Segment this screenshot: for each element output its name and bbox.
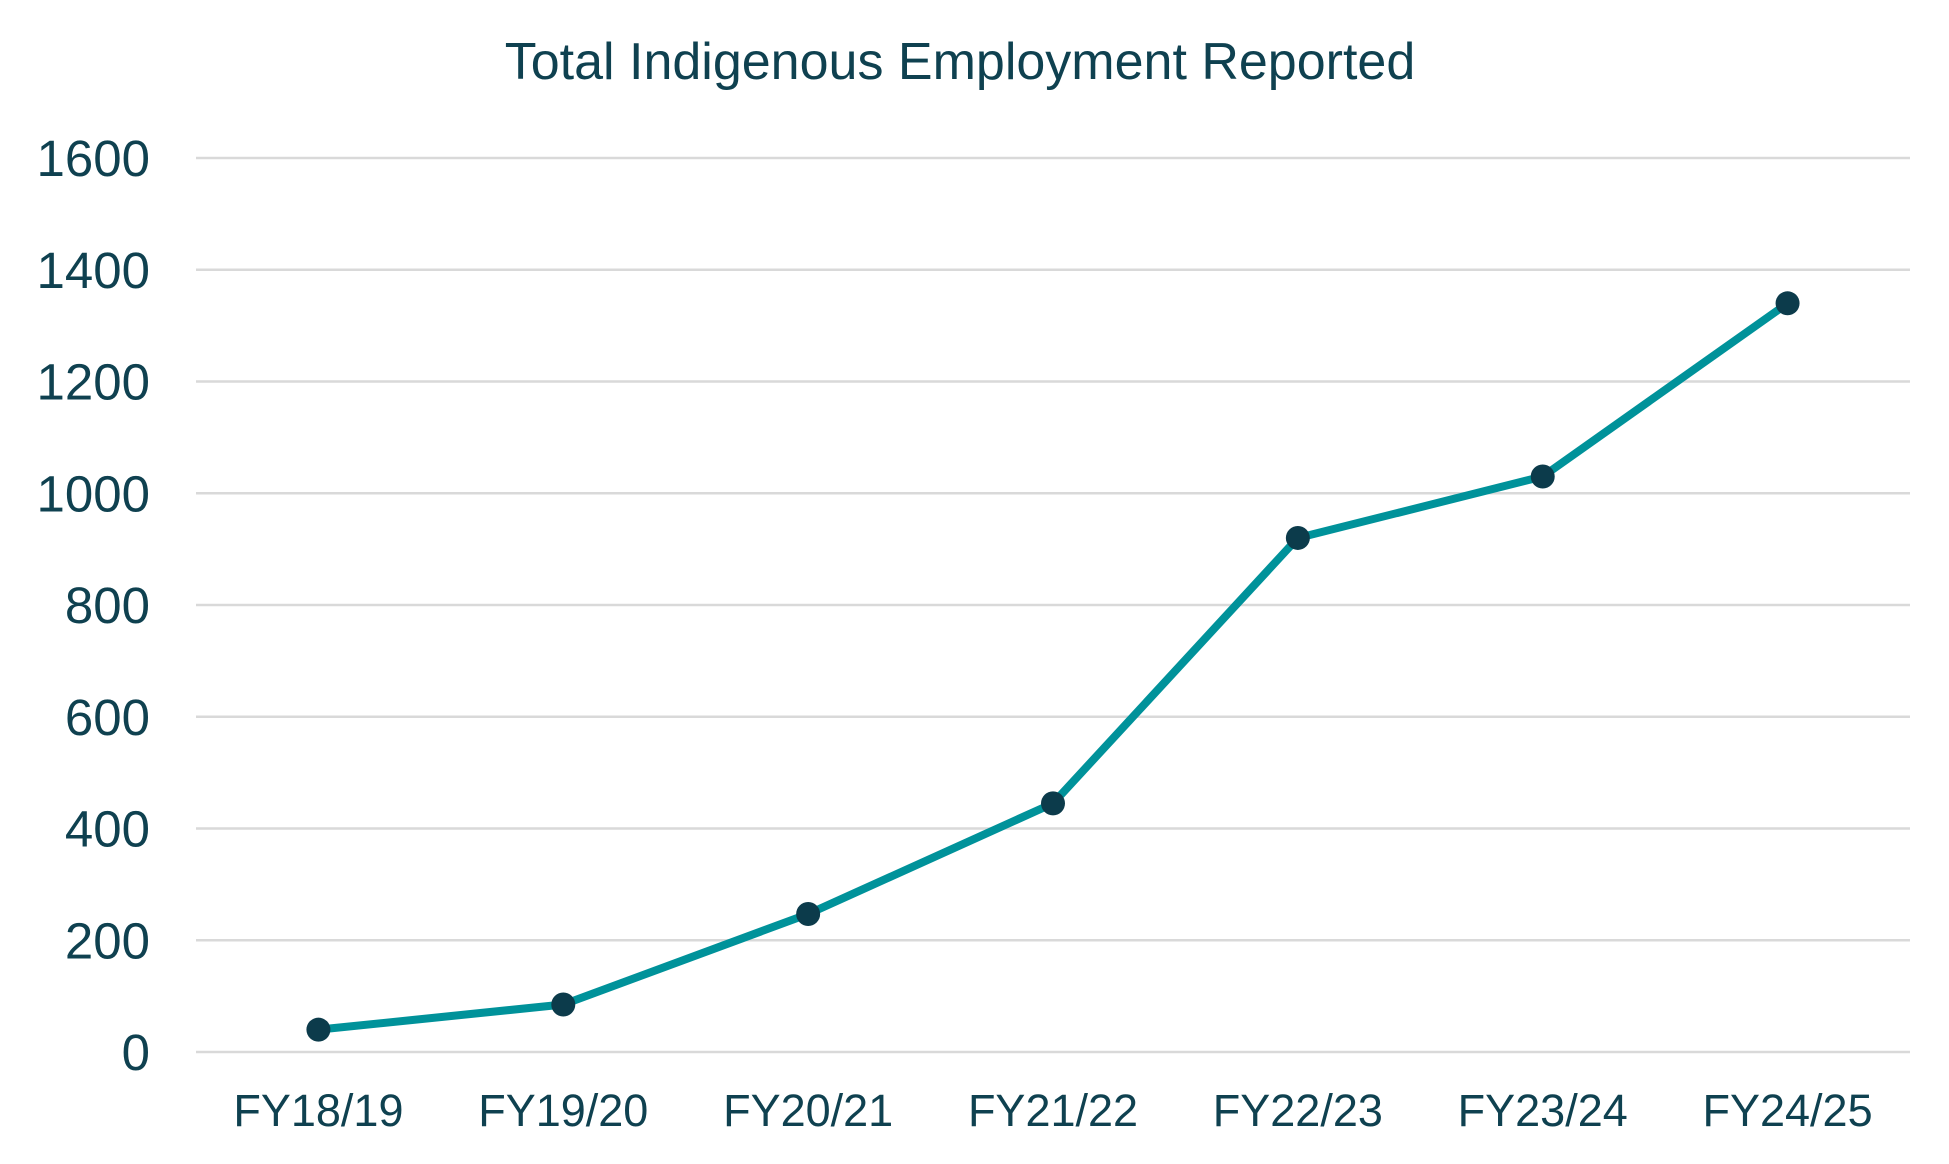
data-point (796, 901, 821, 926)
y-tick-label: 600 (65, 689, 150, 746)
x-tick-label: FY24/25 (1703, 1085, 1873, 1136)
x-tick-label: FY19/20 (478, 1085, 648, 1136)
y-tick-label: 400 (65, 801, 150, 858)
x-tick-label: FY22/23 (1213, 1085, 1383, 1136)
chart-title: Total Indigenous Employment Reported (505, 33, 1416, 91)
data-point (1041, 791, 1065, 816)
y-tick-label: 200 (65, 912, 150, 969)
data-point (1775, 291, 1800, 316)
x-tick-label: FY20/21 (723, 1085, 893, 1136)
x-axis-tick-labels: FY18/19 FY19/20 FY20/21 FY21/22 FY22/23 FY23/… (233, 1085, 1872, 1136)
y-tick-label: 1400 (37, 242, 150, 299)
y-tick-label: 0 (122, 1024, 150, 1081)
data-point (551, 992, 576, 1017)
gridlines (196, 156, 1910, 1054)
data-point (1285, 525, 1310, 550)
x-tick-label: FY23/24 (1458, 1085, 1628, 1136)
y-tick-label: 1200 (37, 354, 150, 411)
x-tick-label: FY21/22 (968, 1085, 1138, 1136)
x-tick-label: FY18/19 (233, 1085, 403, 1136)
y-tick-label: 1000 (37, 465, 150, 522)
y-tick-label: 800 (65, 577, 150, 634)
data-point (1530, 464, 1555, 489)
series-line (314, 299, 1792, 1034)
data-point (306, 1017, 331, 1042)
series-layer (314, 299, 1792, 1034)
data-point-markers (306, 291, 1800, 1042)
y-tick-label: 1600 (37, 130, 150, 187)
y-axis-tick-labels: 0 200 400 600 800 1000 1200 1400 1600 (37, 130, 150, 1081)
